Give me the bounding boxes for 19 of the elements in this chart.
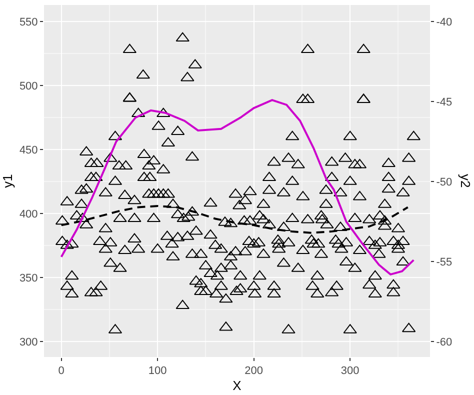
y-tick-label: 450	[19, 144, 38, 156]
y-tick-label: 400	[19, 208, 38, 220]
line-series	[60, 99, 415, 276]
y-tick-label: 300	[19, 336, 38, 348]
x-axis-title: X	[232, 378, 242, 393]
y2-axis-title: y2	[458, 174, 473, 188]
y2-tick-label: -55	[436, 256, 452, 268]
y-tick-label: 500	[19, 80, 38, 92]
y-tick-label: 350	[19, 272, 38, 284]
y2-tick-label: -60	[436, 336, 452, 348]
x-tick-label: 0	[58, 365, 64, 378]
y-tick-label: 550	[19, 16, 38, 28]
y-axis-title: y1	[0, 174, 15, 188]
x-tick-label: 300	[340, 365, 360, 378]
y2-tick-label: -50	[436, 176, 452, 188]
y2-tick-label: -45	[436, 96, 452, 108]
x-tick-label: 200	[244, 365, 264, 378]
y2-tick-label: -40	[436, 16, 452, 28]
x-tick-label: 100	[148, 365, 167, 378]
